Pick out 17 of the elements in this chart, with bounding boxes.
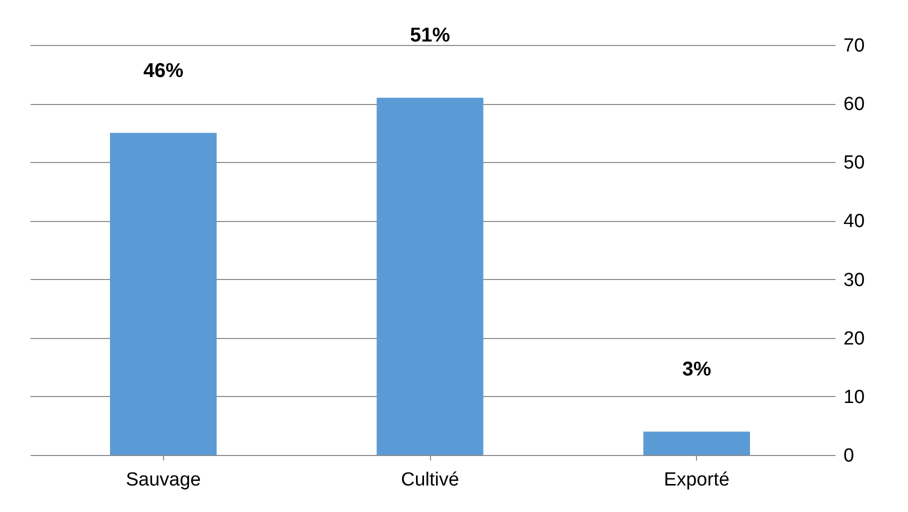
annotation: 51% [410, 24, 450, 47]
y-tick-label: 50 [844, 152, 865, 174]
y-tick-label: 20 [844, 328, 865, 350]
y-tick-label: 70 [844, 36, 865, 56]
x-tick-label: Exporté [664, 470, 730, 490]
y-tick-label: 30 [844, 270, 865, 291]
annotation: 3% [682, 358, 712, 381]
x-tick-label: Sauvage [126, 470, 201, 490]
y-tick-label: 0 [844, 446, 854, 466]
bar [643, 432, 750, 455]
x-tick-label: Cultivé [400, 470, 460, 490]
y-tick-label: 40 [844, 211, 865, 232]
bar [376, 98, 484, 455]
bar [110, 132, 217, 455]
annotation: 46% [143, 60, 184, 82]
y-tick-label: 10 [844, 386, 865, 408]
y-tick-label: 60 [844, 94, 865, 116]
